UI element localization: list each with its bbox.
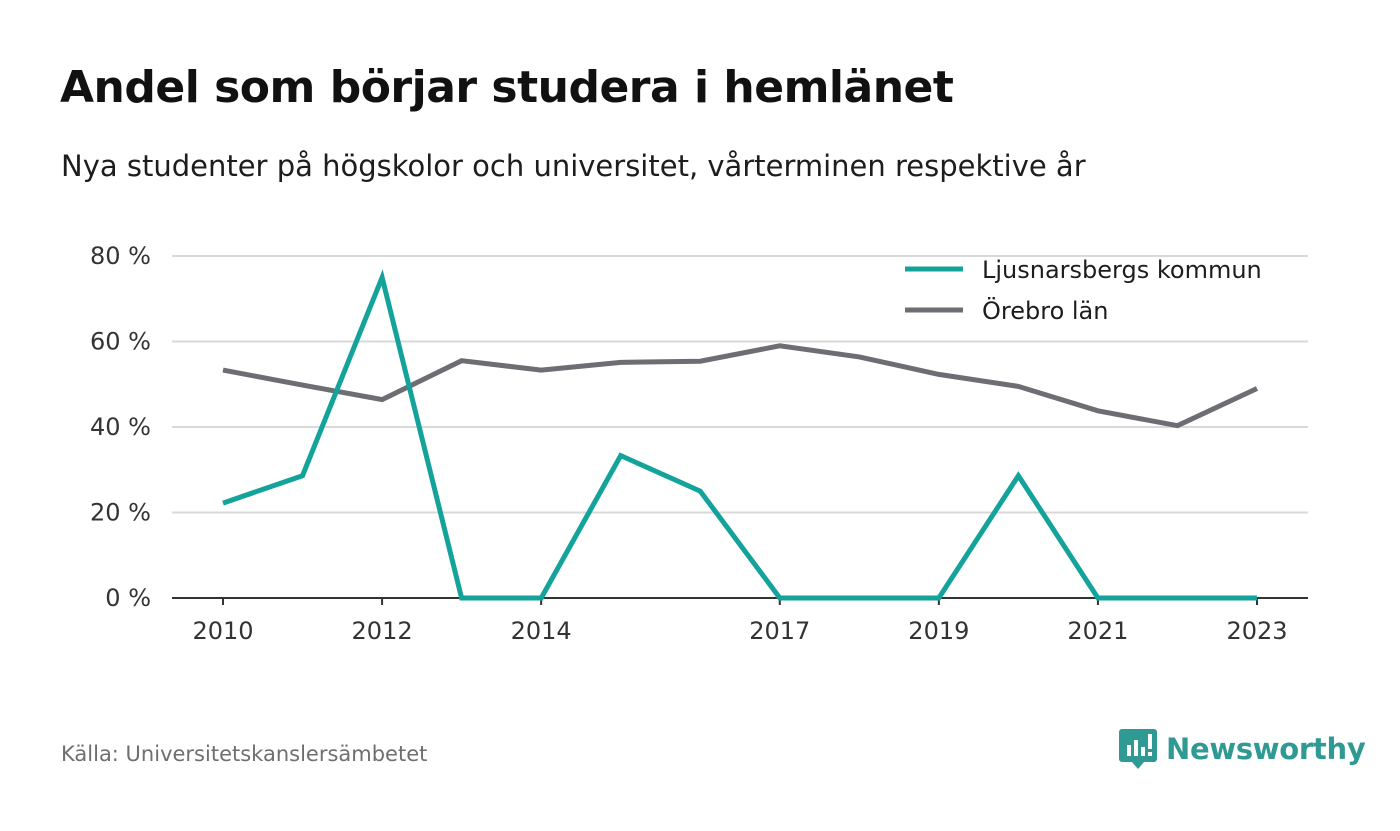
y-axis-ticks: 0 % 20 % 40 % 60 % 80 % bbox=[90, 242, 151, 612]
x-tick-label: 2019 bbox=[908, 617, 969, 645]
brand-name: Newsworthy bbox=[1166, 732, 1366, 766]
y-tick-label: 60 % bbox=[90, 328, 151, 356]
x-axis-ticks: 2010 2012 2014 2017 2019 2021 2023 bbox=[192, 598, 1288, 645]
y-tick-label: 80 % bbox=[90, 242, 151, 270]
y-tick-label: 40 % bbox=[90, 413, 151, 441]
newsworthy-logo-icon bbox=[1119, 729, 1157, 769]
x-tick-label: 2014 bbox=[511, 617, 572, 645]
x-tick-label: 2010 bbox=[192, 617, 253, 645]
chart-subtitle: Nya studenter på högskolor och universit… bbox=[61, 149, 1086, 183]
series-lines bbox=[222, 269, 1259, 601]
y-tick-label: 0 % bbox=[105, 584, 151, 612]
x-tick-label: 2017 bbox=[749, 617, 810, 645]
legend-label-orebro: Örebro län bbox=[982, 296, 1108, 325]
series-line-ljusnarsberg bbox=[222, 269, 1257, 601]
line-chart: 0 % 20 % 40 % 60 % 80 % 2010 2012 2014 2017 2019… bbox=[90, 242, 1308, 645]
legend-item-orebro: Örebro län bbox=[905, 296, 1108, 325]
chart-title: Andel som börjar studera i hemlänet bbox=[60, 62, 954, 113]
brand-logo: Newsworthy bbox=[1119, 728, 1366, 770]
series-line-orebro bbox=[222, 343, 1259, 429]
y-tick-label: 20 % bbox=[90, 499, 151, 527]
legend-item-ljusnarsberg: Ljusnarsbergs kommun bbox=[905, 256, 1262, 284]
x-tick-label: 2021 bbox=[1067, 617, 1128, 645]
legend-label-ljusnarsberg: Ljusnarsbergs kommun bbox=[982, 256, 1262, 284]
x-tick-label: 2023 bbox=[1226, 617, 1287, 645]
x-tick-label: 2012 bbox=[352, 617, 413, 645]
source-note: Källa: Universitetskanslersämbetet bbox=[61, 742, 428, 766]
legend: Ljusnarsbergs kommun Örebro län bbox=[905, 256, 1262, 325]
